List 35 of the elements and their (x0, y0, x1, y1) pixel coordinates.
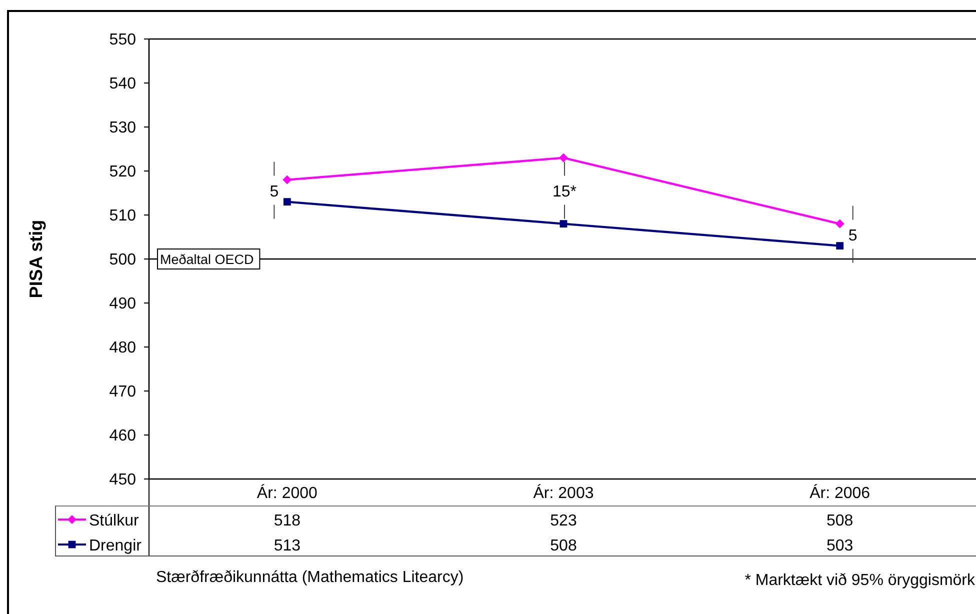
data-label: 523 (550, 512, 577, 530)
annotation: 15* (552, 183, 577, 200)
annotation: 5 (848, 227, 858, 244)
y-tick-label: 550 (109, 32, 136, 49)
data-label: 513 (274, 538, 301, 554)
y-tick-label: 530 (109, 120, 136, 137)
data-label: 518 (274, 512, 301, 530)
y-tick-label: 490 (109, 296, 136, 313)
point (836, 242, 844, 250)
y-tick-label: 480 (109, 340, 136, 357)
data-label: 503 (826, 538, 854, 554)
y-tick-label: 540 (109, 76, 136, 93)
data-label: 508 (550, 538, 577, 554)
y-tick-label: 450 (109, 472, 136, 489)
point (559, 153, 568, 162)
data-label: 508 (826, 512, 854, 530)
text: * Marktækt við 95% öryggismörk (744, 572, 976, 589)
text: Stærðfræðikunnátta (Mathematics Litearcy) (156, 569, 464, 586)
x-tick-label: Ár: 2003 (533, 484, 594, 502)
y-tick-label: 520 (109, 164, 136, 181)
y-tick-label: 500 (109, 252, 136, 269)
x-tick-label: Ár: 2000 (256, 484, 318, 502)
y-tick-label: 460 (109, 428, 136, 445)
x-tick-label: Ár: 2006 (810, 484, 870, 502)
point (560, 220, 568, 228)
ref-line-label: Meðaltal OECD (160, 252, 254, 267)
legend-label: Drengir (89, 538, 142, 554)
y-tick-label: 470 (109, 384, 136, 401)
legend-label: Stúlkur (89, 512, 140, 530)
point (283, 198, 291, 206)
y-tick-label: 510 (109, 208, 136, 225)
annotation: 5 (270, 183, 279, 200)
point (282, 175, 292, 184)
y-axis-title: PISA stig (26, 220, 46, 298)
point (835, 219, 844, 228)
